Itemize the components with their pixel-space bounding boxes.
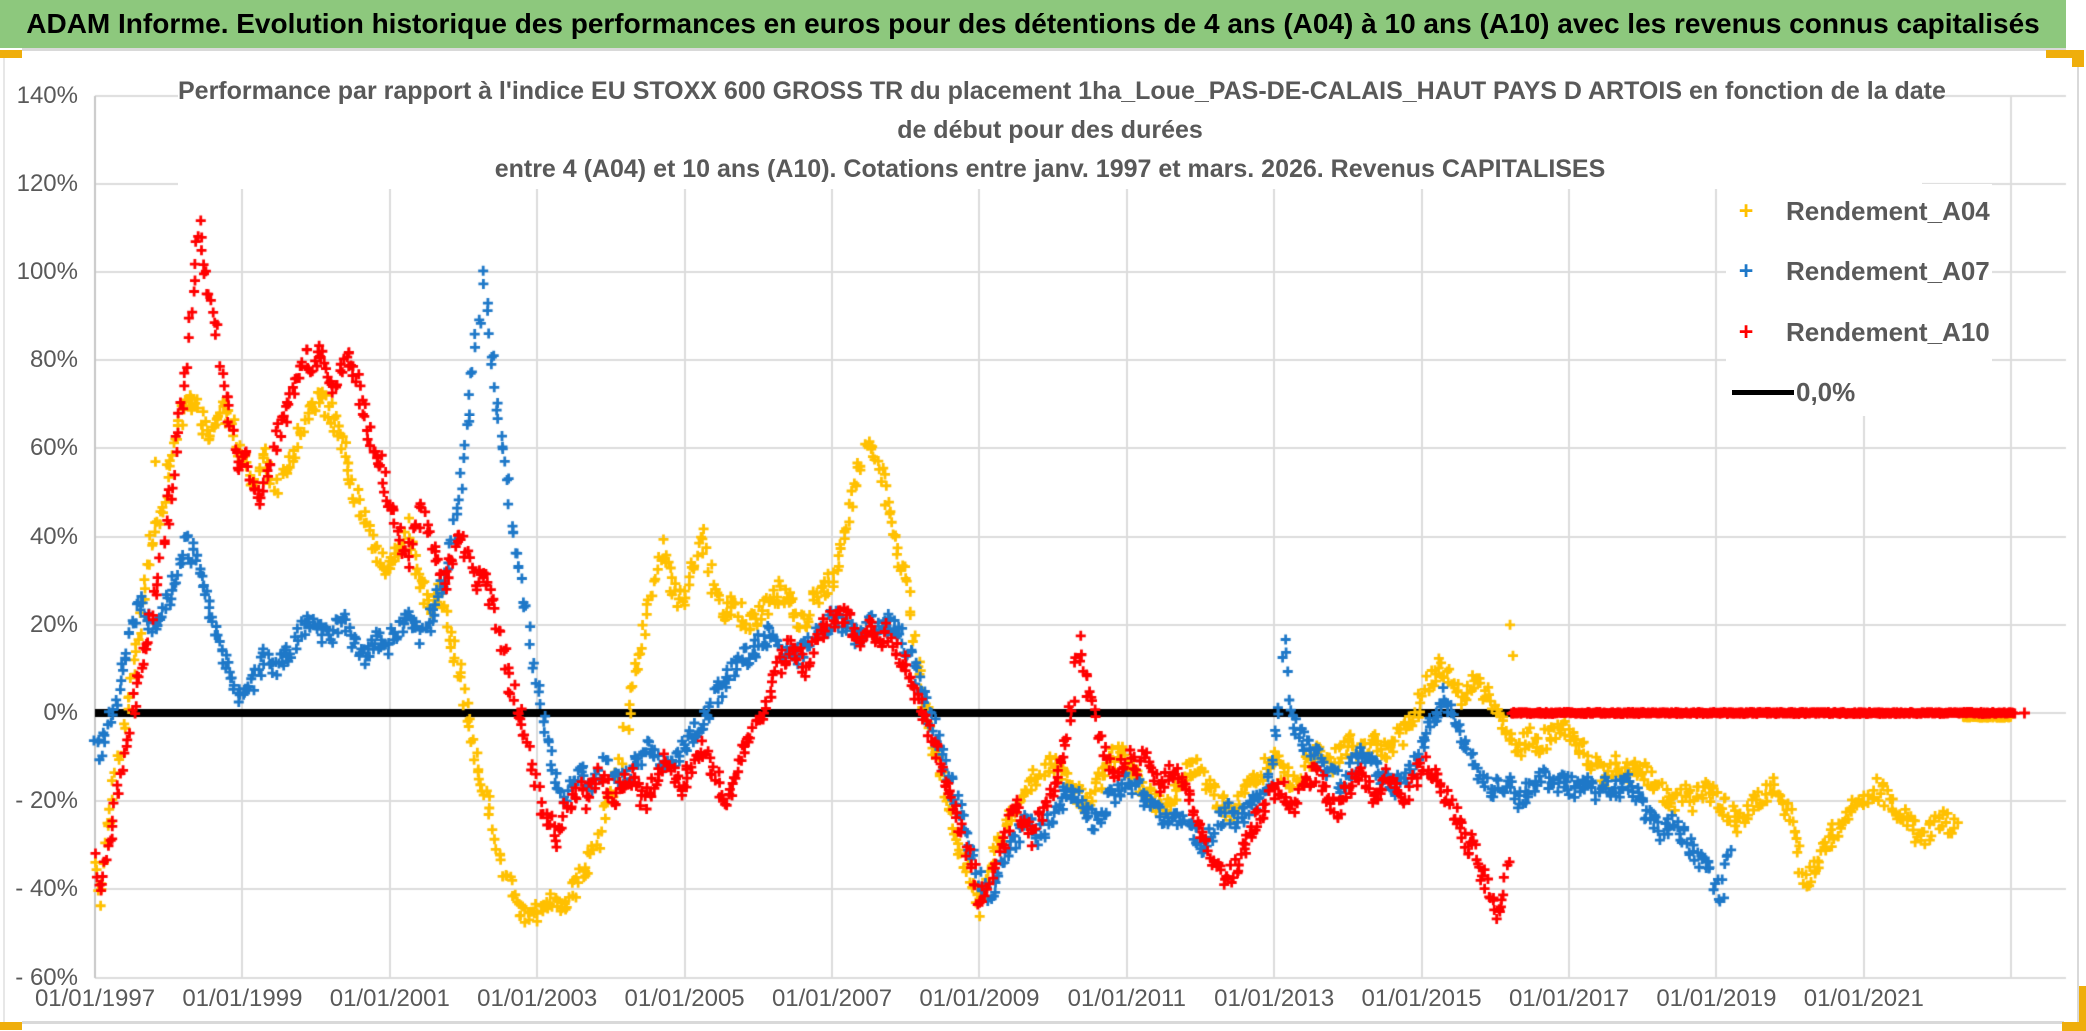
y-tick-label: 120% [16, 169, 78, 197]
y-tick-label: 20% [29, 610, 78, 638]
y-tick-label: 140% [16, 81, 78, 109]
x-tick-label: 01/01/2015 [1361, 985, 1482, 1012]
legend-label: 0,0% [1796, 376, 1856, 407]
y-tick-label: - 20% [15, 787, 78, 815]
legend-label: Rendement_A07 [1786, 255, 1990, 286]
chart-title-line-2: de début pour des durées [897, 116, 1203, 144]
plus-marker-icon: + [1738, 317, 1754, 346]
legend-label: Rendement_A04 [1786, 195, 1990, 226]
x-tick-label: 01/01/1997 [34, 985, 156, 1012]
y-tick-label: 40% [29, 522, 78, 550]
y-tick-label: 60% [29, 434, 78, 462]
y-tick-label: 100% [16, 258, 78, 285]
x-tick-label: 01/01/2009 [919, 985, 1040, 1012]
x-tick-label: 01/01/2017 [1508, 985, 1630, 1012]
x-tick-label: 01/01/2013 [1214, 985, 1335, 1012]
y-tick-label: 80% [29, 346, 78, 374]
x-tick-label: 01/01/2011 [1067, 985, 1186, 1012]
x-tick-label: 01/01/2005 [624, 985, 745, 1012]
chart-title-line-1: Performance par rapport à l'indice EU ST… [178, 77, 1946, 105]
y-tick-label: 0% [43, 699, 78, 726]
x-tick-label: 01/01/2001 [329, 985, 450, 1012]
chart-title: Performance par rapport à l'indice EU ST… [178, 72, 1946, 189]
y-tick-label: - 40% [15, 875, 78, 903]
chart-title-line-3: entre 4 (A04) et 10 ans (A10). Cotations… [494, 155, 1606, 183]
legend-item-0-0-[interactable]: 0,0% [1732, 373, 1855, 411]
plus-marker-icon: + [1738, 256, 1754, 285]
zero-line-swatch [1732, 389, 1794, 395]
plus-marker-icon: + [1738, 196, 1754, 225]
legend-item-rendement-a10[interactable]: + Rendement_A10 [1732, 313, 1990, 351]
x-tick-label: 01/01/2007 [771, 985, 893, 1012]
y-tick-label: - 60% [15, 963, 78, 991]
x-tick-label: 01/01/2019 [1656, 985, 1777, 1012]
legend-label: Rendement_A10 [1786, 316, 1990, 347]
x-tick-label: 01/01/2003 [477, 985, 598, 1012]
legend-item-rendement-a07[interactable]: + Rendement_A07 [1732, 252, 1990, 290]
x-tick-label: 01/01/1999 [182, 985, 303, 1012]
chart-legend: + Rendement_A04 + Rendement_A07 + Rendement_A… [1726, 184, 1992, 416]
legend-item-rendement-a04[interactable]: + Rendement_A04 [1732, 192, 1990, 230]
x-tick-label: 01/01/2021 [1803, 985, 1924, 1012]
